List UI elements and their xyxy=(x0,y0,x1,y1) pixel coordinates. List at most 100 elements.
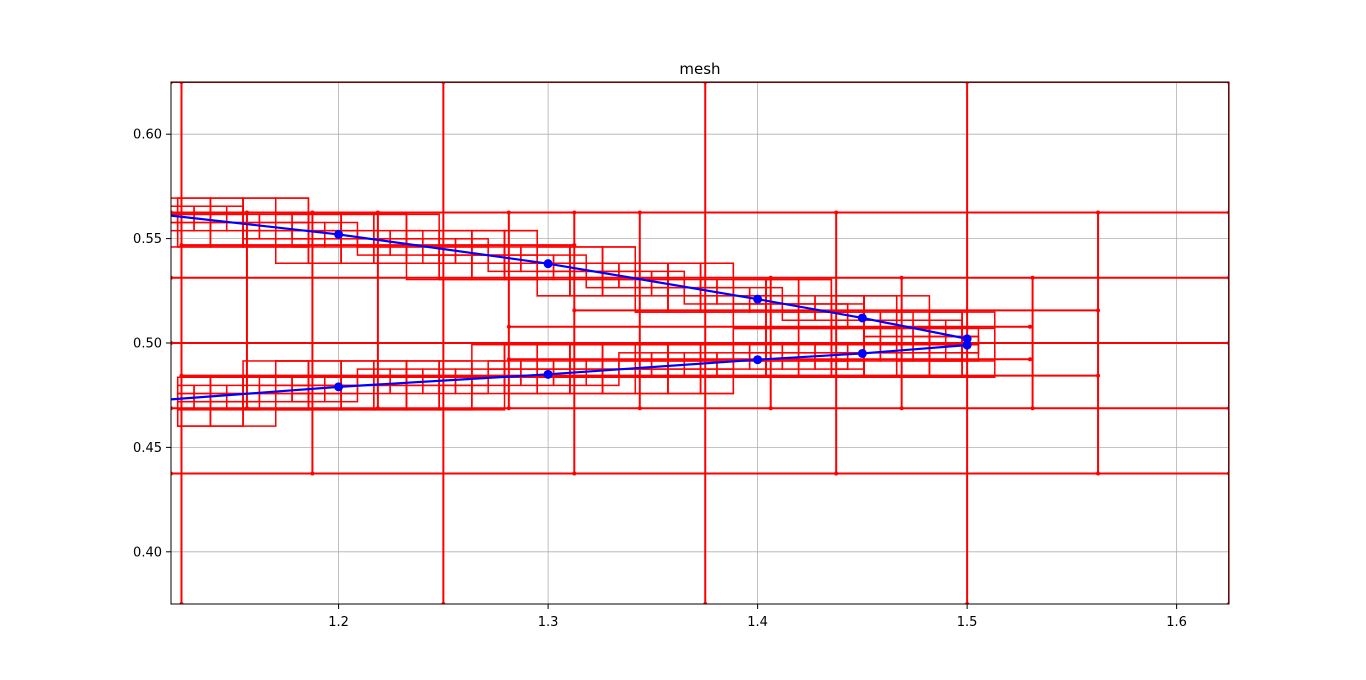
mesh-cell xyxy=(797,311,816,321)
mesh-cell xyxy=(797,343,816,354)
mesh-cell xyxy=(667,286,686,297)
mesh-cell xyxy=(536,360,555,370)
mesh-cell xyxy=(650,286,669,297)
mesh-cell xyxy=(291,392,310,403)
mesh-cell xyxy=(356,246,375,256)
mesh-cell xyxy=(242,213,261,224)
mesh-cell xyxy=(209,384,228,395)
mesh-cell xyxy=(405,246,424,256)
mesh-cell xyxy=(830,343,849,354)
boundary-point xyxy=(543,259,553,269)
x-tick-label: 1.6 xyxy=(1166,615,1187,630)
boundary-point xyxy=(334,229,344,239)
mesh-cell xyxy=(814,343,833,354)
mesh-cell xyxy=(176,221,195,232)
mesh-cell xyxy=(830,343,849,354)
mesh-node xyxy=(375,210,380,215)
mesh-cell xyxy=(242,229,261,240)
mesh-cell xyxy=(797,360,816,370)
mesh-cell xyxy=(340,376,359,387)
mesh-cell xyxy=(307,221,326,232)
boundary-point xyxy=(334,382,344,392)
mesh-cell xyxy=(503,246,522,256)
mesh-cell xyxy=(569,254,587,264)
mesh-cell xyxy=(225,384,244,395)
mesh-cell xyxy=(275,392,293,403)
mesh-cell xyxy=(716,295,735,305)
boundary-point xyxy=(962,334,972,344)
y-tick-label: 0.60 xyxy=(133,128,162,143)
mesh-cell xyxy=(258,392,277,403)
mesh-cell xyxy=(569,376,587,387)
chart-title: mesh xyxy=(679,60,720,78)
mesh-cell xyxy=(389,229,408,240)
mesh-cell xyxy=(176,384,195,395)
boundary-point xyxy=(857,313,867,323)
mesh-cell xyxy=(814,295,833,305)
mesh-node xyxy=(1096,210,1101,215)
x-tick-label: 1.4 xyxy=(747,615,768,630)
mesh-node xyxy=(1027,357,1032,362)
mesh-cell xyxy=(487,360,506,370)
mesh-cell xyxy=(340,392,359,403)
mesh-cell xyxy=(258,213,277,224)
mesh-cell xyxy=(176,376,212,427)
mesh-cell xyxy=(879,311,898,321)
mesh-cell xyxy=(171,221,179,232)
mesh-node xyxy=(768,406,773,411)
mesh-cell xyxy=(193,384,212,395)
boundary-point xyxy=(753,355,763,365)
mesh-node xyxy=(1030,275,1035,280)
mesh-cell xyxy=(209,221,228,232)
boundary-point xyxy=(857,348,867,358)
mesh-cell xyxy=(781,343,800,354)
mesh-node xyxy=(834,471,839,476)
plot-area: 1.2 1.3 1.4 1.5 1.6 0.40 0.45 0.50 0.55 0.60 xyxy=(133,81,1230,630)
y-tick-label: 0.40 xyxy=(133,545,162,560)
mesh-node xyxy=(310,210,315,215)
mesh-cell xyxy=(373,246,391,256)
mesh-cell xyxy=(422,254,440,264)
boundary-point xyxy=(962,340,972,350)
mesh-cell xyxy=(830,360,849,370)
boundary-point xyxy=(543,369,553,379)
mesh-cell xyxy=(552,254,571,264)
mesh-cell xyxy=(405,229,424,240)
mesh-node xyxy=(899,406,904,411)
mesh-cell xyxy=(585,376,604,387)
mesh-cell xyxy=(193,221,212,232)
mesh-cell xyxy=(291,229,310,240)
mesh-cell xyxy=(471,384,489,395)
mesh-cell xyxy=(275,213,293,224)
mesh-cell xyxy=(683,295,702,305)
mesh-cell xyxy=(781,295,800,305)
mesh-cell xyxy=(373,229,391,240)
mesh-cell xyxy=(879,327,898,338)
mesh-cell xyxy=(618,262,637,273)
mesh-cell xyxy=(275,229,293,240)
mesh-node xyxy=(506,406,511,411)
mesh-cell xyxy=(307,392,326,403)
mesh-cell xyxy=(471,254,489,264)
mesh-cell xyxy=(699,278,718,289)
mesh-cell xyxy=(438,254,457,264)
mesh-cell xyxy=(601,360,620,370)
mesh-cell xyxy=(781,311,800,321)
mesh-cell xyxy=(291,213,310,224)
mesh-cell xyxy=(258,376,277,387)
mesh-node xyxy=(310,471,315,476)
mesh-cell xyxy=(487,246,506,256)
boundary-point xyxy=(753,294,763,304)
mesh-cell xyxy=(863,327,882,338)
mesh-cell xyxy=(797,295,816,305)
mesh-cell xyxy=(601,262,620,273)
mesh-cell xyxy=(487,262,506,273)
mesh-node xyxy=(899,275,904,280)
mesh-cell xyxy=(422,384,440,395)
mesh-cell xyxy=(389,384,408,395)
mesh-node xyxy=(637,210,642,215)
mesh-cell xyxy=(291,376,310,387)
mesh-cell xyxy=(536,376,555,387)
x-tick-label: 1.2 xyxy=(328,615,349,630)
